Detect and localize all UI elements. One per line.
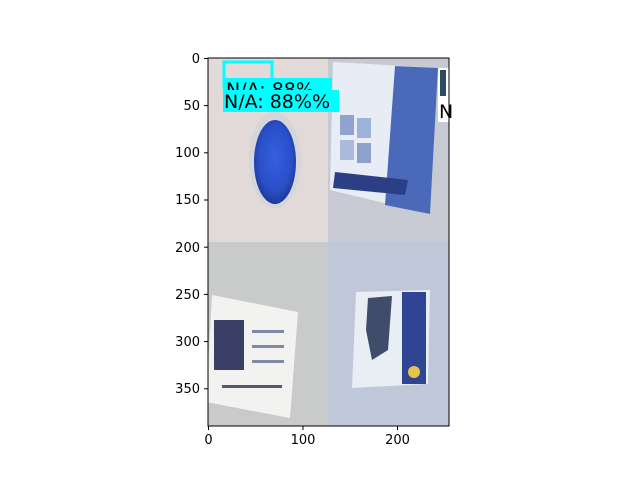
blue-plate bbox=[254, 120, 296, 204]
y-tick-label: 200 bbox=[175, 241, 200, 256]
document-text-line-1 bbox=[252, 330, 284, 333]
y-tick-label: 100 bbox=[175, 146, 200, 161]
document-text-line-3 bbox=[252, 360, 284, 363]
detection-overlay-1: N/A: 88% N/A: 88%% bbox=[222, 60, 339, 113]
x-tick-label: 100 bbox=[291, 433, 316, 448]
detection-label-front: N/A: 88%% bbox=[224, 91, 330, 113]
x-axis: 0 100 200 bbox=[204, 426, 410, 448]
axes-frame bbox=[207, 57, 450, 427]
y-tick-label: 250 bbox=[175, 288, 200, 303]
x-tick-label: 0 bbox=[204, 433, 212, 448]
label-bg-1b bbox=[223, 90, 339, 112]
brochure-thumb-4 bbox=[357, 143, 371, 163]
y-tick-label: 50 bbox=[183, 99, 200, 114]
brochure-2-figure bbox=[366, 296, 392, 360]
brochure-blue-band bbox=[385, 66, 438, 214]
y-axis: 0 50 100 150 200 250 300 350 bbox=[175, 52, 208, 397]
document-image-block bbox=[214, 320, 244, 370]
document-text-line-2 bbox=[252, 345, 284, 348]
brochure-2-logo bbox=[408, 366, 420, 378]
image-grid bbox=[208, 58, 449, 426]
brochure-thumb-3 bbox=[340, 140, 354, 160]
brochure-thumb-2 bbox=[357, 118, 371, 138]
y-tick-label: 350 bbox=[175, 382, 200, 397]
bbox-2-edge bbox=[440, 70, 446, 96]
document-text-line-4 bbox=[222, 385, 282, 388]
y-tick-label: 150 bbox=[175, 193, 200, 208]
brochure-thumb-1 bbox=[340, 115, 354, 135]
detection-label-2: N bbox=[439, 101, 453, 123]
y-tick-label: 300 bbox=[175, 335, 200, 350]
brochure-footer-strip bbox=[333, 172, 408, 195]
y-tick-label: 0 bbox=[192, 52, 200, 67]
detection-overlay-2: N bbox=[438, 68, 453, 123]
x-tick-label: 200 bbox=[385, 433, 410, 448]
